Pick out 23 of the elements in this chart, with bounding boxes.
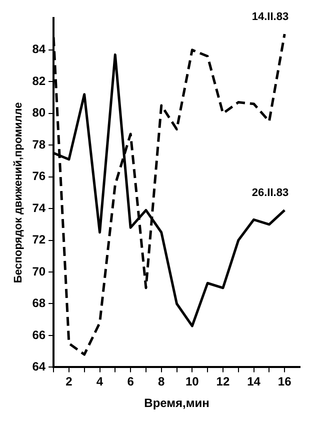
y-tick-label: 64 xyxy=(32,360,46,374)
x-axis-title: Время,мин xyxy=(144,396,210,410)
x-tick-label: 10 xyxy=(185,374,200,389)
series-label: 26.II.83 xyxy=(252,187,289,200)
y-tick-label: 72 xyxy=(32,232,46,247)
y-tick-label: 78 xyxy=(32,137,46,152)
y-tick-label: 84 xyxy=(32,42,46,56)
series-label: 14.II.83 xyxy=(252,11,289,24)
x-tick-label: 2 xyxy=(66,374,73,389)
x-tick-label: 16 xyxy=(278,374,292,389)
y-axis-title: Беспорядок движений,промилле xyxy=(12,102,25,284)
y-tick-label: 82 xyxy=(32,74,46,88)
x-tick-label: 12 xyxy=(216,374,230,389)
y-tick-label: 74 xyxy=(32,200,46,215)
y-tick-label: 80 xyxy=(32,106,46,120)
y-tick-label: 68 xyxy=(32,296,46,310)
x-tick-label: 14 xyxy=(247,374,261,389)
y-tick-label: 76 xyxy=(32,169,46,184)
x-tick-label: 4 xyxy=(96,374,104,389)
y-tick-label: 70 xyxy=(32,264,46,278)
x-tick-label: 8 xyxy=(158,374,166,389)
x-tick-label: 6 xyxy=(127,374,134,389)
y-tick-label: 66 xyxy=(32,328,46,342)
